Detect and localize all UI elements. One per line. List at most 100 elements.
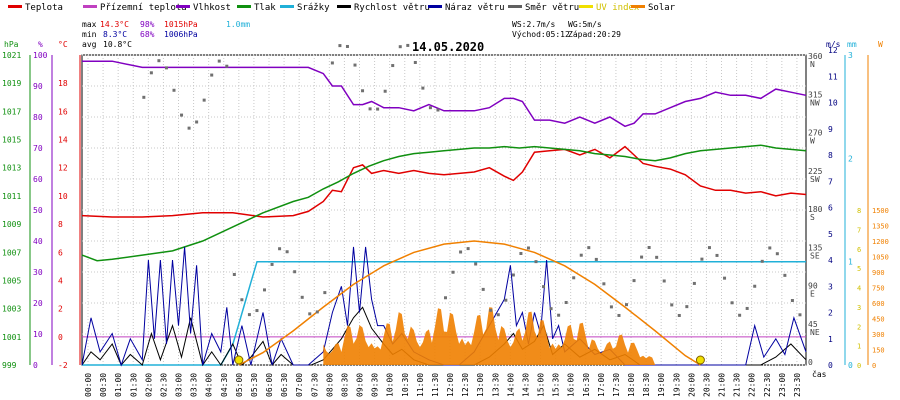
x-tick-label: 04:30 xyxy=(220,373,229,397)
wind-direction-point xyxy=(662,279,666,283)
wind-direction-point xyxy=(338,44,342,48)
wind-direction-tick: 45 xyxy=(808,320,818,329)
legend-swatch xyxy=(280,5,294,8)
wind-direction-point xyxy=(489,308,493,312)
rain-tick: 3 xyxy=(848,51,853,60)
wind-direction-point xyxy=(496,313,500,317)
wind-direction-point xyxy=(738,313,742,317)
pressure-tick: 1005 xyxy=(2,276,21,285)
wind-direction-point xyxy=(308,312,312,316)
uv-tick: 8 xyxy=(857,207,861,215)
wind-direction-point xyxy=(587,246,591,250)
wind-speed-tick: 5 xyxy=(828,230,833,239)
humidity-tick: 70 xyxy=(33,144,43,153)
temperature-tick: -2 xyxy=(58,361,68,370)
wind-speed-axis-unit: m/s xyxy=(826,40,841,49)
uv-tick: 2 xyxy=(857,323,861,331)
wind-speed-tick: 12 xyxy=(828,46,838,55)
wind-direction-point xyxy=(444,296,447,300)
wind-direction-point xyxy=(474,262,478,266)
legend-item: Směr větru xyxy=(508,3,579,13)
solar-tick: 450 xyxy=(872,316,885,324)
humidity-tick: 60 xyxy=(33,175,43,184)
wind-direction-point xyxy=(481,287,485,291)
wind-direction-tick: 135 xyxy=(808,243,823,252)
solar-tick: 600 xyxy=(872,300,885,308)
humidity-tick: 100 xyxy=(33,51,48,60)
x-tick-label: 12:00 xyxy=(446,373,455,397)
wind-speed-tick: 7 xyxy=(828,177,833,186)
wind-direction-point xyxy=(753,284,757,288)
temperature-tick: 8 xyxy=(58,220,63,229)
legend-label: UV index xyxy=(596,3,640,13)
uv-tick: 7 xyxy=(857,226,861,234)
wind-direction-point xyxy=(700,257,704,261)
legend-swatch xyxy=(176,5,190,8)
legend-item: Solar xyxy=(631,3,675,13)
wind-direction-point xyxy=(647,246,651,250)
wind-direction-point xyxy=(270,262,274,266)
wind-direction-label: NE xyxy=(810,328,820,337)
x-tick-label: 19:00 xyxy=(657,373,666,397)
x-tick-label: 08:00 xyxy=(325,373,334,397)
wind-direction-point xyxy=(383,89,387,93)
stat-avg-label: avg xyxy=(82,40,97,49)
uv-tick: 1 xyxy=(857,343,861,351)
x-tick-label: 18:00 xyxy=(627,373,636,397)
humidity-tick: 20 xyxy=(33,299,43,308)
stat-max-hum: 98% xyxy=(140,20,155,29)
x-tick-label: 09:00 xyxy=(356,373,365,397)
wind-direction-point xyxy=(640,255,644,259)
pressure-tick: 1011 xyxy=(2,192,21,201)
solar-tick: 1050 xyxy=(872,254,889,262)
wind-direction-point xyxy=(263,288,266,292)
x-tick-label: 11:00 xyxy=(416,373,425,397)
humidity-tick: 10 xyxy=(33,330,43,339)
chart-plot-area xyxy=(81,43,807,367)
wind-direction-point xyxy=(730,301,734,305)
x-tick-label: 06:30 xyxy=(280,373,289,397)
sunrise-marker xyxy=(234,355,244,365)
solar-tick: 150 xyxy=(872,347,885,355)
x-axis-label: čas xyxy=(812,369,827,379)
wind-direction-point xyxy=(376,107,380,111)
wind-direction-point xyxy=(232,272,236,276)
x-tick-label: 04:00 xyxy=(205,373,214,397)
legend-label: Tlak xyxy=(254,3,276,13)
chart-grid xyxy=(81,54,807,366)
wind-direction-point xyxy=(240,298,244,302)
solar-tick: 750 xyxy=(872,285,885,293)
wind-direction-point xyxy=(202,98,206,102)
x-tick-label: 02:30 xyxy=(159,373,168,397)
wind-direction-point xyxy=(511,273,515,277)
pressure-tick: 1009 xyxy=(2,220,21,229)
uv-tick: 4 xyxy=(857,285,861,293)
legend-label: Vlhkost xyxy=(193,3,231,13)
x-tick-label: 07:30 xyxy=(310,373,319,397)
wind-direction-point xyxy=(172,88,176,92)
x-tick-label: 07:00 xyxy=(295,373,304,397)
legend: Teplota Přízemní teplota Vlhkost Tlak Srážky… xyxy=(0,0,900,18)
temperature-tick: 14 xyxy=(58,136,68,145)
series-tlak xyxy=(81,144,807,262)
wind-direction-point xyxy=(247,313,251,317)
wind-direction-point xyxy=(413,60,417,64)
x-tick-label: 05:00 xyxy=(235,373,244,397)
rain-tick: 2 xyxy=(848,154,853,163)
wind-direction-point xyxy=(579,253,583,257)
stat-sunrise: Východ:05:12 xyxy=(512,30,570,39)
wind-speed-tick: 2 xyxy=(828,309,833,318)
wind-direction-point xyxy=(421,86,425,90)
temperature-axis-unit: °C xyxy=(58,40,68,49)
humidity-tick: 80 xyxy=(33,113,43,122)
wind-direction-point xyxy=(594,257,598,261)
x-tick-label: 23:00 xyxy=(778,373,787,397)
x-tick-label: 14:00 xyxy=(506,373,515,397)
legend-item: Náraz větru xyxy=(428,3,505,13)
x-tick-label: 01:00 xyxy=(114,373,123,397)
wind-direction-point xyxy=(783,273,787,277)
wind-direction-label: SW xyxy=(810,175,820,184)
wind-direction-point xyxy=(361,89,365,93)
solar-tick: 1200 xyxy=(872,238,889,246)
wind-direction-point xyxy=(692,281,696,285)
